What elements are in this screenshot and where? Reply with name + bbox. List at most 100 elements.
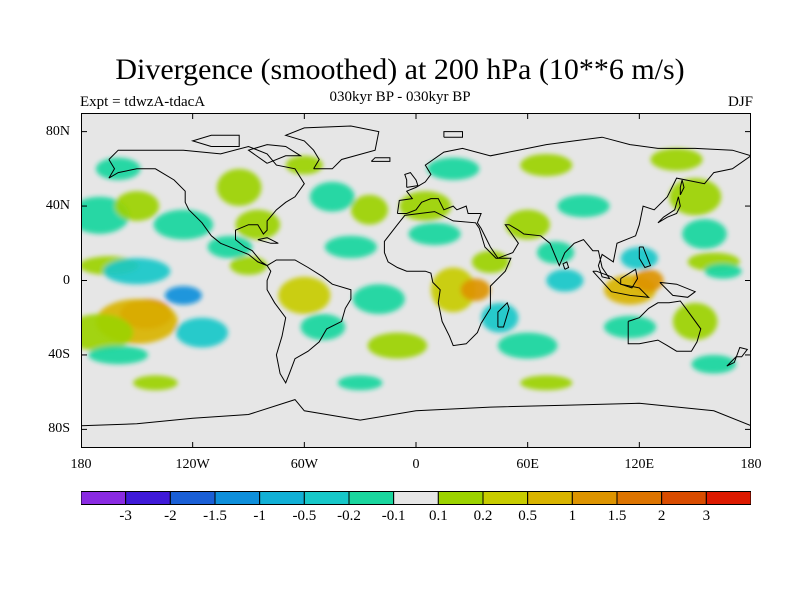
field-anomaly-33: [557, 194, 610, 218]
colorbar-label: 1.5: [607, 508, 627, 524]
coastlines: [81, 125, 751, 427]
field-anomaly-24: [408, 222, 461, 246]
lon-tick-label: 180: [740, 457, 762, 472]
colorbar-swatches: [81, 491, 751, 505]
field-anomaly-39: [682, 219, 727, 249]
coastline-cuba: [257, 237, 279, 244]
divergence-map: [81, 113, 751, 448]
field-anomaly-30: [505, 209, 550, 240]
colorbar-label: 0.2: [473, 508, 493, 524]
colorbar-swatch: [303, 491, 350, 505]
field-anomaly-27: [471, 250, 510, 274]
field-anomaly-49: [520, 375, 573, 391]
colorbar-swatch: [705, 491, 751, 505]
colorbar-label: -0.2: [337, 508, 361, 524]
field-anomaly-3: [164, 286, 202, 305]
field-anomaly-18: [324, 235, 377, 259]
colorbar-label: -3: [119, 508, 132, 524]
coastline-arctic-islands: [190, 134, 240, 147]
coastline-africa: [383, 211, 512, 347]
coastline-sri-lanka: [562, 261, 570, 270]
field-anomaly-46: [650, 148, 703, 171]
coastline-new-guinea: [659, 281, 697, 298]
coastline-south-america: [266, 259, 352, 385]
lat-tick-label: 40S: [48, 346, 70, 362]
colorbar-label: -1: [253, 508, 266, 524]
divergence-field: [81, 148, 742, 391]
colorbar-swatch: [437, 491, 484, 505]
field-anomaly-42: [704, 263, 742, 279]
coastline-baffin: [247, 144, 303, 164]
lon-tick-label: 120W: [175, 457, 210, 472]
colorbar-label: -2: [164, 508, 177, 524]
plot-subtitle: 030kyr BP - 030kyr BP: [329, 89, 471, 105]
field-anomaly-19: [309, 181, 355, 212]
field-anomaly-25: [430, 267, 476, 313]
experiment-label: Expt = tdwzA-tdacA: [80, 94, 206, 110]
coastline-iceland: [370, 157, 391, 162]
field-anomaly-21: [352, 284, 405, 314]
field-anomaly-20: [350, 194, 389, 225]
colorbar-label: -0.5: [292, 508, 317, 524]
field-anomaly-35: [633, 269, 664, 292]
colorbar-swatch: [616, 491, 663, 505]
field-anomaly-45: [520, 153, 573, 177]
lat-tick-label: 80N: [45, 123, 70, 139]
field-anomaly-26: [460, 278, 491, 301]
coastline-antarctica: [81, 399, 751, 427]
colorbar-swatch: [661, 491, 707, 505]
coastline-australia: [627, 300, 702, 352]
coastline-indonesia: [592, 270, 650, 298]
coastline-svalbard: [443, 131, 463, 138]
lat-tick-label: 40N: [45, 198, 70, 214]
coastline-japan: [657, 196, 681, 224]
map-panel[interactable]: [81, 113, 751, 448]
field-anomaly-6: [175, 317, 229, 348]
field-anomaly-10: [114, 191, 160, 221]
colorbar-label: 0.5: [518, 508, 538, 524]
field-anomaly-15: [229, 256, 268, 275]
lon-tick-label: 60W: [290, 457, 318, 472]
lat-tick-label: 80S: [48, 421, 70, 437]
map-border: [81, 113, 751, 448]
field-anomaly-50: [691, 354, 737, 374]
coastline-uk: [404, 172, 419, 188]
field-anomaly-44: [427, 157, 480, 180]
colorbar-swatch: [125, 491, 171, 505]
field-anomaly-43: [285, 155, 323, 175]
colorbar-label: 1: [568, 508, 577, 524]
coastline-sakhalin: [679, 179, 685, 196]
coastline-greenland: [284, 125, 380, 170]
colorbar-swatch: [81, 491, 127, 505]
coastline-borneo: [620, 268, 639, 289]
colorbar-swatch: [169, 491, 216, 505]
lon-tick-label: 180: [70, 457, 92, 472]
colorbar-label: -0.1: [381, 508, 406, 524]
lon-tick-label: 120E: [624, 457, 655, 472]
colorbar-label: 2: [657, 508, 666, 524]
field-anomaly-32: [546, 269, 584, 292]
coastline-madagascar: [497, 301, 510, 328]
field-anomaly-9: [153, 209, 214, 240]
field-anomaly-28: [481, 302, 519, 333]
colorbar-label: 0.1: [428, 508, 448, 524]
field-anomaly-47: [133, 375, 178, 391]
colorbar-swatch: [482, 491, 529, 505]
colorbar-swatch: [348, 491, 395, 505]
coastline-new-zealand: [726, 346, 749, 367]
field-anomaly-37: [603, 315, 657, 339]
field-anomaly-2: [81, 314, 134, 352]
colorbar-swatch: [393, 491, 439, 505]
field-anomaly-7: [88, 345, 148, 365]
coastline-north-america: [108, 145, 305, 267]
field-anomaly-11: [95, 157, 141, 180]
lon-tick-label: 0: [412, 457, 420, 472]
colorbar-swatch: [571, 491, 618, 505]
colorbar-label: -1.5: [203, 508, 227, 524]
field-anomaly-12: [216, 168, 262, 207]
colorbar-label: 3: [702, 508, 711, 524]
coastline-philippines: [638, 246, 652, 269]
lon-tick-label: 60E: [516, 457, 539, 472]
field-anomaly-40: [669, 178, 722, 216]
colorbar-swatch: [214, 491, 261, 505]
